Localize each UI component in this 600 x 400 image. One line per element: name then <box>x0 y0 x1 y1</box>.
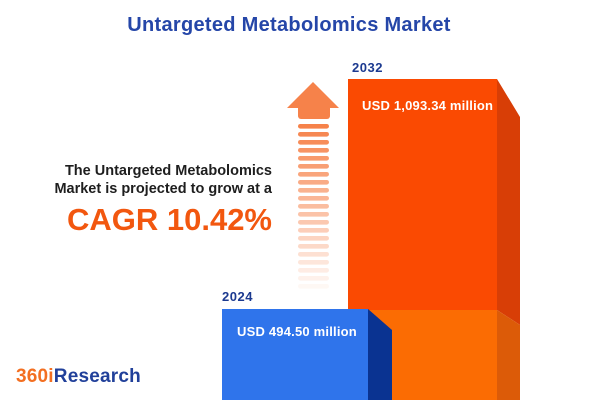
promo-line-2: Market is projected to grow at a <box>54 180 272 197</box>
bar-2024-year-label: 2024 <box>222 289 253 304</box>
bar-2024-value-label: USD 494.50 million <box>237 324 357 339</box>
promo-text-block: The Untargeted Metabolomics Market is pr… <box>54 163 272 237</box>
growth-arrow-head-icon <box>287 82 339 108</box>
bar-2032-side <box>497 79 520 325</box>
bar-2032-side-base <box>497 310 520 400</box>
bar-2024-side <box>368 309 392 400</box>
cagr-value: CAGR 10.42% <box>66 202 272 237</box>
bar-2032-value-label: USD 1,093.34 million <box>362 98 494 113</box>
brand-logo-360i: 360i <box>16 366 54 387</box>
bar-2032-face <box>348 79 497 310</box>
brand-logo: 360iResearch <box>16 366 141 388</box>
growth-arrow-stripes <box>298 124 329 289</box>
growth-arrow-neck <box>298 103 330 119</box>
bar-2032-year-label: 2032 <box>352 60 383 75</box>
promo-line-1: The Untargeted Metabolomics <box>64 163 272 179</box>
bar-2024-face <box>222 309 368 400</box>
brand-logo-research: Research <box>53 366 141 387</box>
page-title: Untargeted Metabolomics Market <box>127 14 451 36</box>
